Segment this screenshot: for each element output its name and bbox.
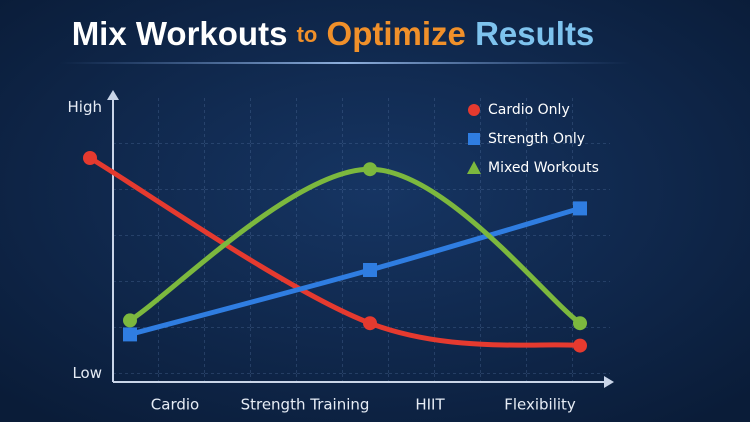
y-arrow	[107, 90, 119, 100]
legend-symbol	[468, 104, 480, 116]
x-tick-label: Flexibility	[504, 396, 576, 414]
point	[573, 201, 587, 216]
x-tick-label: HIIT	[415, 396, 445, 414]
x-tick-label: Cardio	[151, 396, 199, 414]
point	[363, 162, 377, 177]
point	[363, 263, 377, 277]
legend-symbol	[468, 133, 480, 145]
point	[573, 338, 587, 353]
title-part: Results	[475, 15, 594, 52]
point	[83, 151, 97, 165]
x-tick-label: Strength Training	[241, 396, 370, 414]
title-part: Optimize	[327, 15, 466, 52]
title-rule	[60, 62, 630, 64]
title-part: Mix Workouts	[72, 15, 288, 52]
legend-symbol	[467, 161, 481, 174]
title-part: to	[297, 22, 318, 47]
y-tick-label: Low	[72, 364, 102, 382]
legend-label: Cardio Only	[488, 102, 570, 118]
series-line	[87, 155, 583, 349]
y-tick-label: High	[68, 98, 102, 116]
point	[363, 316, 377, 331]
point	[123, 327, 137, 342]
chart-title: Mix Workouts to Optimize Results	[72, 15, 595, 52]
point	[573, 316, 587, 331]
x-arrow	[604, 376, 614, 388]
legend-label: Mixed Workouts	[488, 160, 599, 176]
point	[123, 313, 137, 328]
legend-label: Strength Only	[488, 131, 585, 147]
grid-pattern	[113, 98, 610, 382]
